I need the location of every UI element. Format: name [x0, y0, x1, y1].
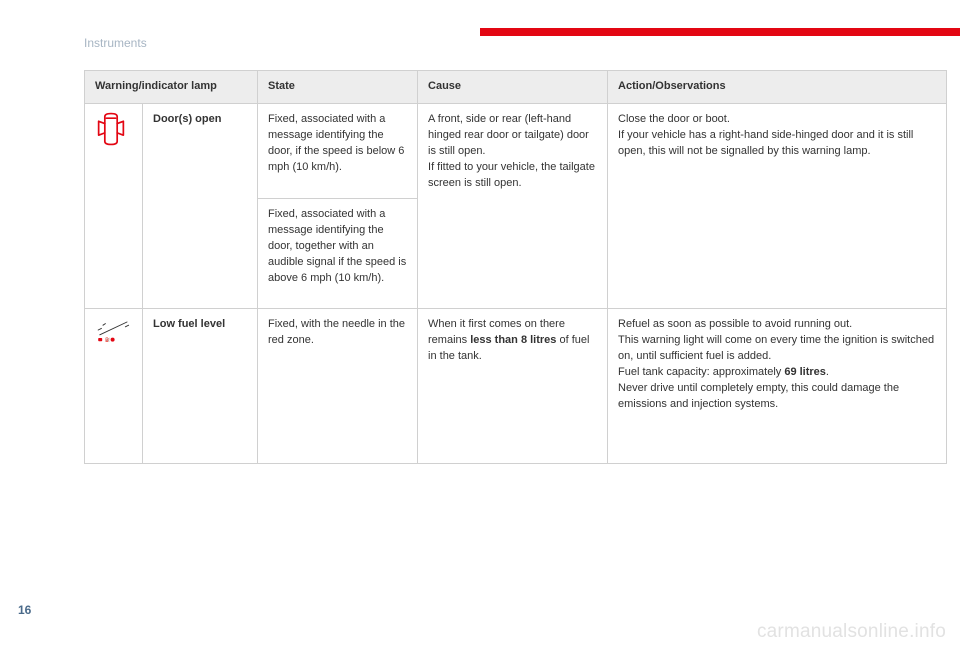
- warning-lamp-table: Warning/indicator lamp State Cause Actio…: [84, 70, 947, 464]
- action-text-bold: 69 litres: [784, 366, 826, 378]
- svg-text:⛽: ⛽: [105, 337, 110, 342]
- state-cell: Fixed, associated with a message identif…: [258, 198, 418, 308]
- action-cell: Close the door or boot.If your vehicle h…: [608, 103, 947, 308]
- header-red-bar: [480, 28, 960, 36]
- watermark: carmanualsonline.info: [757, 621, 946, 643]
- page-number: 16: [18, 603, 31, 617]
- table-row: Door(s) open Fixed, associated with a me…: [85, 103, 947, 198]
- icon-cell-door: [85, 103, 143, 308]
- lamp-name-fuel: Low fuel level: [143, 308, 258, 463]
- action-text-pre: Refuel as soon as possible to avoid runn…: [618, 318, 934, 378]
- th-action: Action/Observations: [608, 71, 947, 104]
- th-cause: Cause: [418, 71, 608, 104]
- table-header-row: Warning/indicator lamp State Cause Actio…: [85, 71, 947, 104]
- cause-cell: A front, side or rear (left-hand hinged …: [418, 103, 608, 308]
- state-cell: Fixed, associated with a message identif…: [258, 103, 418, 198]
- th-state: State: [258, 71, 418, 104]
- table-row: ⛽ Low fuel level Fixed, with the needle …: [85, 308, 947, 463]
- door-open-icon: [95, 137, 127, 149]
- cause-cell: When it first comes on there remains les…: [418, 308, 608, 463]
- lamp-name-door: Door(s) open: [143, 103, 258, 308]
- cause-text-bold: less than 8 litres: [470, 334, 556, 346]
- icon-cell-fuel: ⛽: [85, 308, 143, 463]
- state-cell: Fixed, with the needle in the red zone.: [258, 308, 418, 463]
- action-cell: Refuel as soon as possible to avoid runn…: [608, 308, 947, 463]
- th-lamp: Warning/indicator lamp: [85, 71, 258, 104]
- section-title: Instruments: [84, 36, 147, 50]
- low-fuel-icon: ⛽: [95, 334, 135, 346]
